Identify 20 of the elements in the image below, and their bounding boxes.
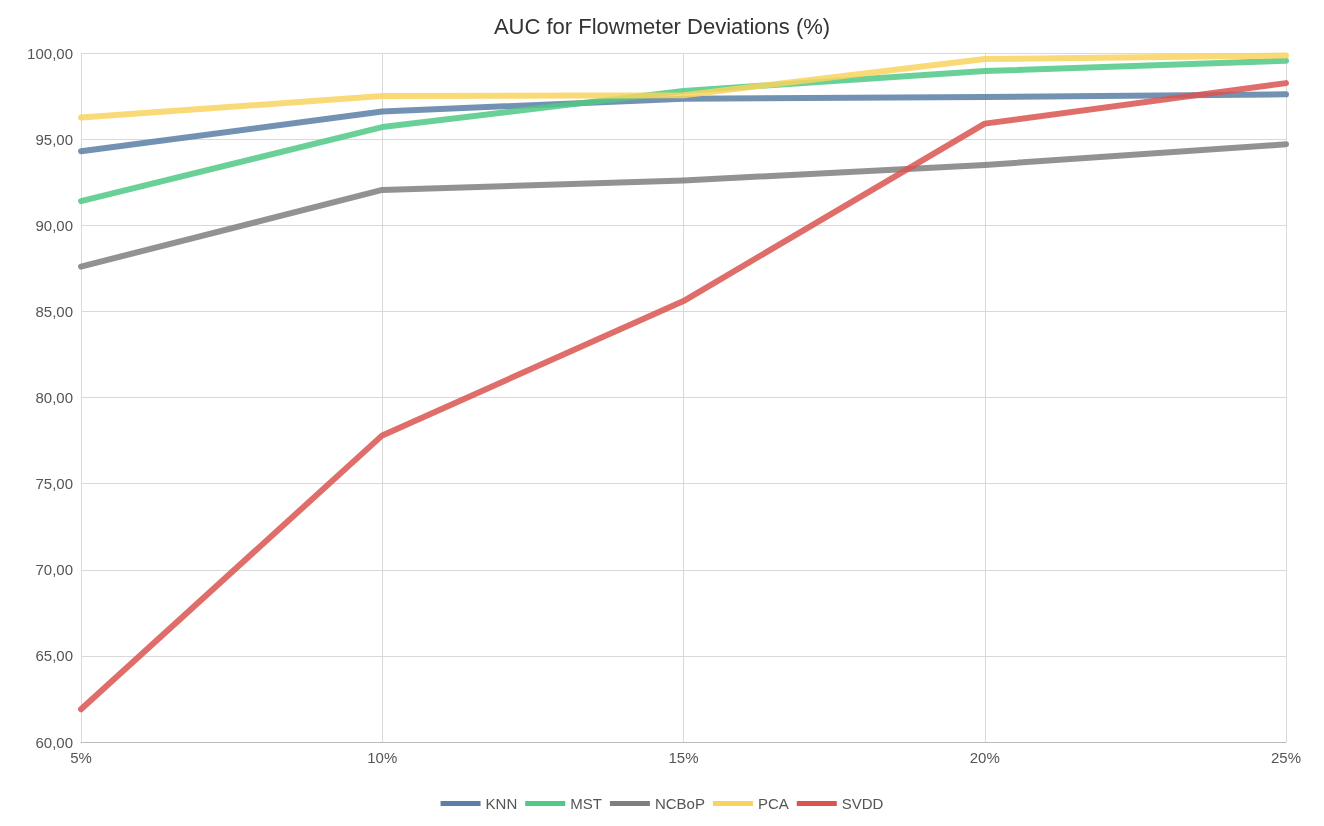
- x-tick-label: 20%: [969, 749, 1000, 766]
- chart-title: AUC for Flowmeter Deviations (%): [493, 13, 831, 39]
- y-tick-label: 75,00: [35, 475, 73, 493]
- y-tick-label: 60,00: [35, 733, 73, 751]
- legend-label: MST: [570, 795, 602, 812]
- legend-label: KNN: [485, 795, 518, 812]
- legend-label: SVDD: [841, 795, 884, 812]
- y-tick-label: 80,00: [35, 389, 73, 406]
- x-tick-label: 10%: [367, 749, 398, 766]
- y-tick-label: 70,00: [35, 561, 73, 579]
- y-tick-label: 90,00: [35, 216, 73, 234]
- x-tick-label: 15%: [668, 749, 699, 766]
- y-tick-label: 65,00: [35, 647, 73, 665]
- legend-label: NCBoP: [654, 795, 705, 812]
- y-tick-label: 85,00: [35, 302, 73, 320]
- y-tick-label: 100,00: [27, 44, 73, 62]
- legend-label: PCA: [757, 795, 789, 812]
- y-tick-label: 95,00: [35, 130, 73, 148]
- x-tick-label: 5%: [70, 749, 92, 766]
- x-tick-label: 25%: [1270, 749, 1302, 766]
